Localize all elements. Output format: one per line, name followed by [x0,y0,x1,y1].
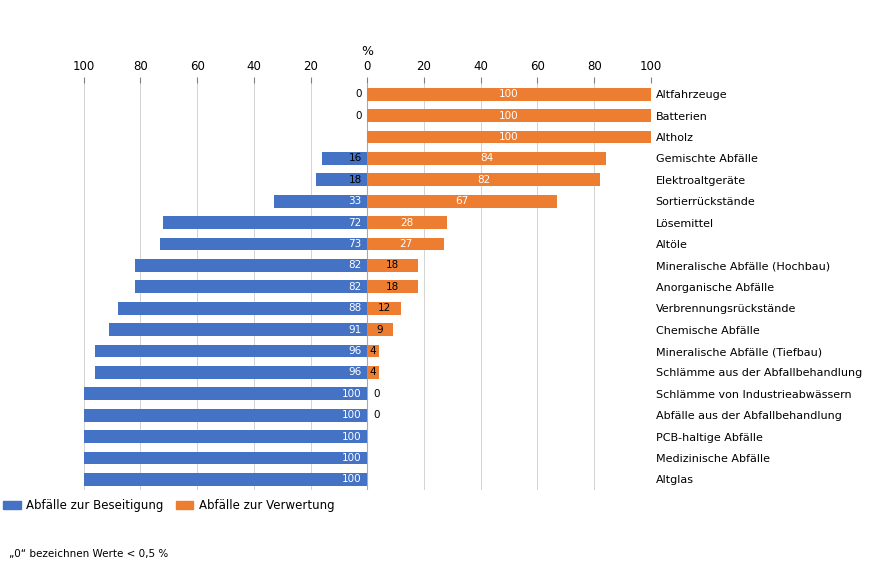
Text: 100: 100 [499,111,519,120]
Text: 91: 91 [348,325,361,334]
Bar [367,173,600,186]
Text: 33: 33 [348,196,361,206]
Bar [274,195,367,207]
Legend: Abfälle zur Beseitigung, Abfälle zur Verwertung: Abfälle zur Beseitigung, Abfälle zur Ver… [0,495,339,517]
Text: 96: 96 [348,368,361,378]
Text: 12: 12 [378,303,391,313]
Bar [367,88,651,101]
Text: 82: 82 [477,175,490,185]
Text: 100: 100 [342,432,361,442]
Bar [367,280,418,293]
Bar [135,259,367,272]
Text: 100: 100 [499,89,519,99]
Bar [118,302,367,315]
Bar [367,130,651,143]
Text: 27: 27 [399,239,412,249]
Bar [84,430,367,443]
Text: 0: 0 [355,89,361,99]
Bar [84,473,367,486]
Bar [95,366,367,379]
Text: 82: 82 [348,282,361,292]
Bar [367,195,557,207]
Bar [367,302,402,315]
Text: 18: 18 [386,260,400,270]
Bar [135,280,367,293]
Text: 4: 4 [370,346,376,356]
Bar [84,452,367,465]
Text: %: % [361,45,374,58]
Text: 4: 4 [370,368,376,378]
Text: 100: 100 [342,389,361,399]
Bar [163,216,367,229]
Text: 82: 82 [348,260,361,270]
Bar [95,345,367,357]
Text: 0: 0 [355,111,361,120]
Bar [84,409,367,422]
Text: 18: 18 [348,175,361,185]
Bar [367,259,418,272]
Bar [367,216,446,229]
Text: 100: 100 [342,410,361,420]
Text: 28: 28 [401,217,414,228]
Text: 18: 18 [386,282,400,292]
Bar [110,323,367,336]
Bar [367,238,444,251]
Bar [367,323,393,336]
Text: 0: 0 [373,389,380,399]
Bar [84,387,367,400]
Bar [367,366,379,379]
Text: 73: 73 [348,239,361,249]
Text: 16: 16 [348,153,361,164]
Bar [367,152,605,165]
Bar [317,173,367,186]
Text: 84: 84 [480,153,493,164]
Text: 96: 96 [348,346,361,356]
Text: 67: 67 [456,196,469,206]
Text: 100: 100 [342,453,361,463]
Text: 9: 9 [377,325,383,334]
Text: „0“ bezeichnen Werte < 0,5 %: „0“ bezeichnen Werte < 0,5 % [9,549,168,559]
Text: 0: 0 [373,410,380,420]
Text: 100: 100 [342,474,361,484]
Text: 88: 88 [348,303,361,313]
Text: 72: 72 [348,217,361,228]
Bar [367,345,379,357]
Bar [160,238,367,251]
Text: 100: 100 [499,132,519,142]
Bar [367,109,651,122]
Bar [322,152,367,165]
